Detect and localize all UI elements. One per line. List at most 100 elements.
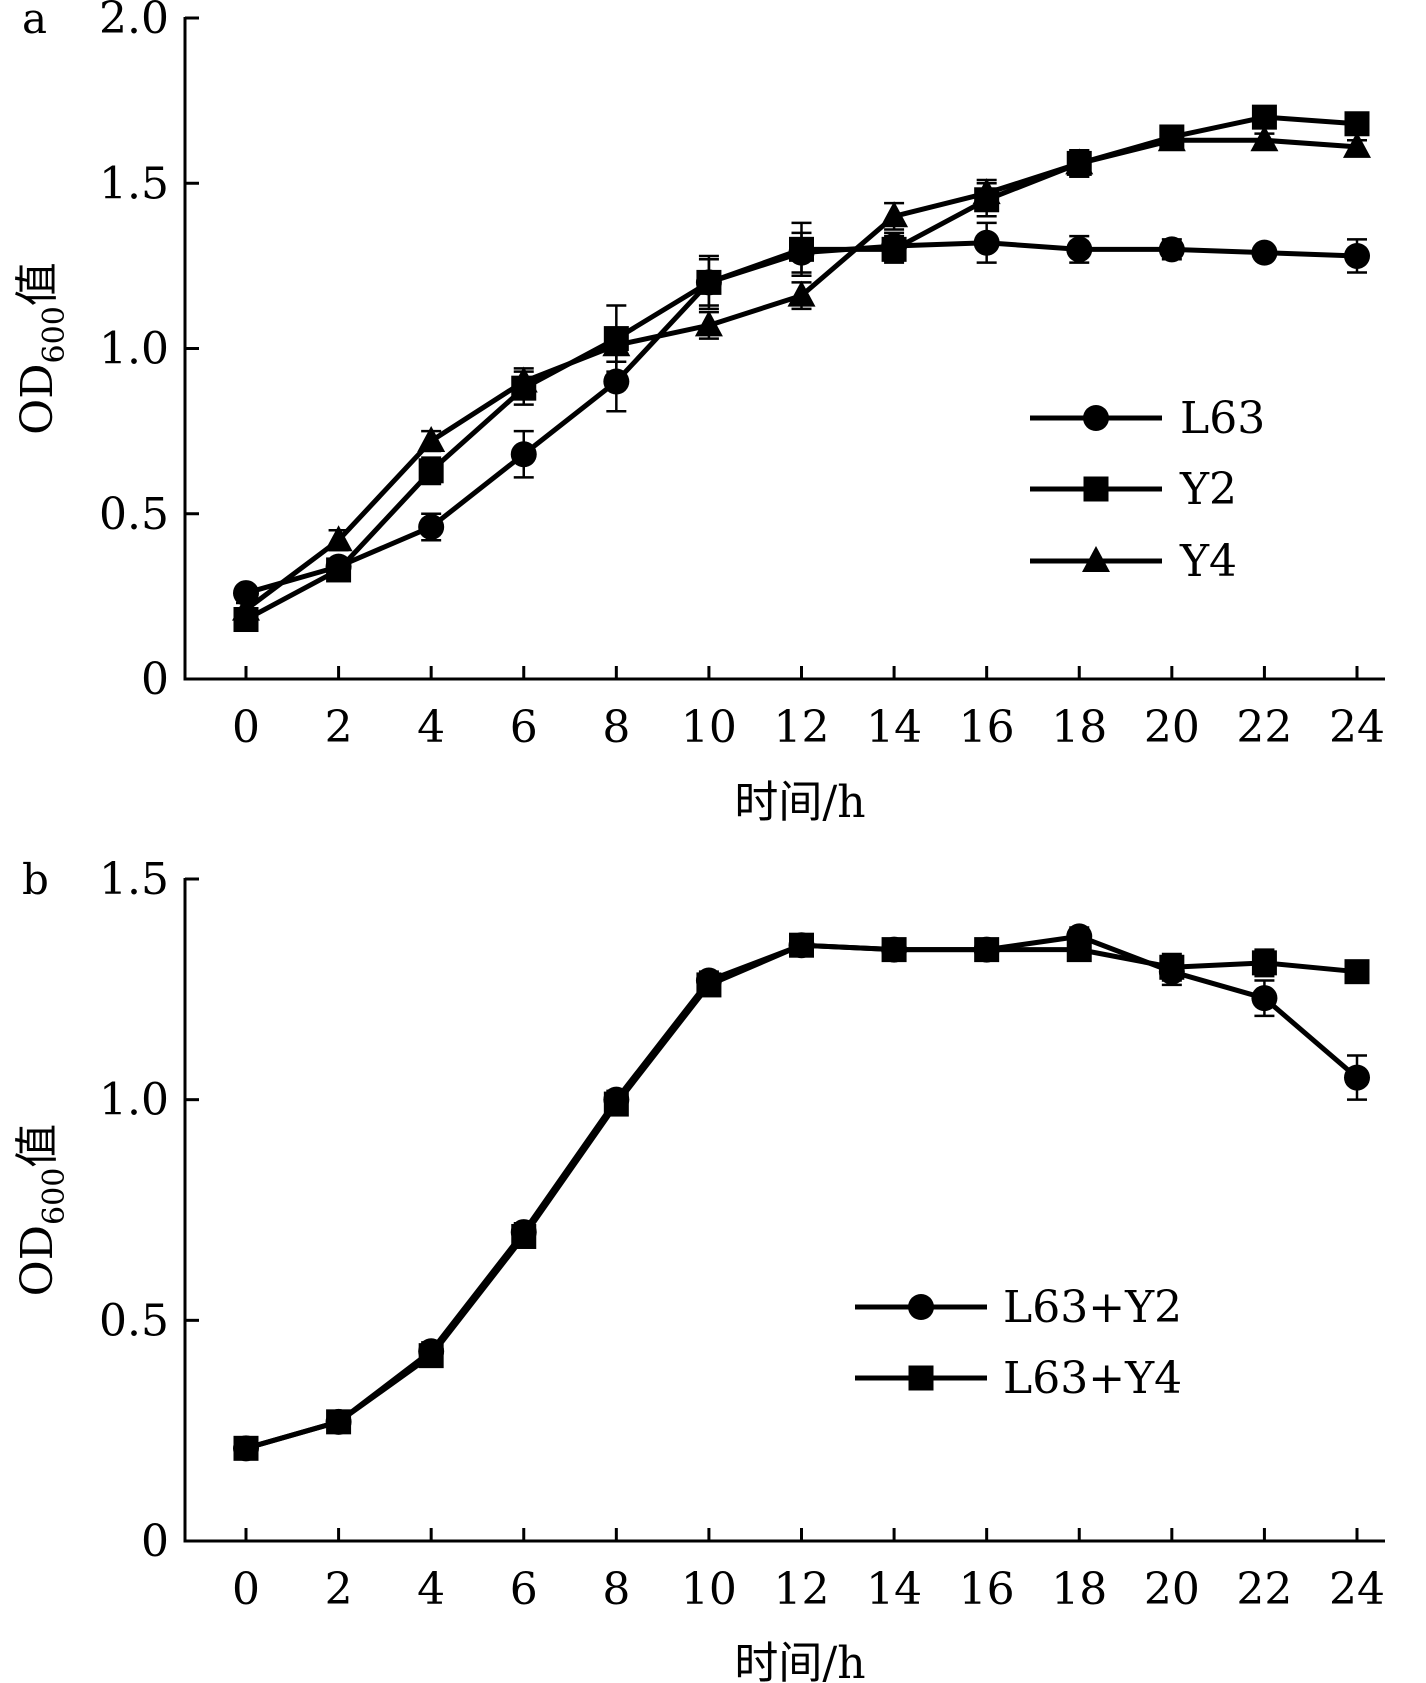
data-point [1066,937,1092,963]
data-point [326,557,352,583]
x-tick-label: 24 [1329,702,1385,753]
x-tick-label: 18 [1051,702,1107,753]
legend-label: L63 [1180,393,1265,444]
y-axis-title: OD600值 [12,262,72,435]
data-point [1159,954,1185,980]
series-Y4 [232,125,1371,621]
data-point [418,1343,444,1369]
data-point [696,269,722,295]
y-axis-title: OD600值 [12,1124,72,1297]
data-point [603,368,630,395]
data-point [1065,148,1094,175]
legend-label: Y2 [1179,464,1237,515]
x-tick-label: 20 [1144,702,1200,753]
data-point [881,236,907,262]
legend-entry: L63+Y4 [855,1353,1182,1404]
data-point [418,513,445,540]
data-point [694,310,723,337]
y-tick-label: 1.5 [99,854,169,905]
data-point [974,937,1000,963]
data-point [1251,985,1278,1012]
data-point [1344,959,1370,985]
y-axis-title-subscript: 600 [37,1168,72,1225]
data-point [603,1091,629,1117]
y-tick-label: 0 [141,654,169,705]
x-tick-label: 4 [417,702,445,753]
data-point [789,236,814,262]
x-axis-title: 时间/h [734,777,865,828]
y-axis-title-subscript: 600 [37,306,72,363]
data-point [232,594,260,621]
x-tick-label: 14 [866,1564,922,1615]
data-point [1344,242,1370,269]
data-point [233,580,259,607]
data-point [787,280,816,307]
data-point [326,1409,352,1435]
x-tick-label: 6 [510,1564,538,1615]
y-axis-title-main: OD [12,363,63,434]
data-point [973,229,1000,256]
y-tick-label: 1.0 [99,1075,169,1126]
data-point [417,426,446,453]
legend-entry: L63+Y2 [855,1282,1182,1333]
x-tick-label: 10 [681,702,737,753]
x-tick-label: 24 [1329,1564,1385,1615]
y-axis-title-suffix: 值 [12,262,63,306]
x-tick-label: 8 [602,1564,630,1615]
panel-letter: a [22,0,47,43]
legend-marker [1083,405,1109,431]
y-tick-label: 2.0 [99,0,169,44]
y-tick-label: 1.0 [99,324,169,375]
y-tick-label: 1.5 [99,158,169,209]
data-point [1066,236,1093,263]
legend-marker [908,1365,934,1391]
x-tick-label: 22 [1236,702,1292,753]
data-point [1344,1064,1370,1091]
data-point [881,937,907,963]
y-tick-label: 0.5 [99,489,169,540]
data-point [1343,131,1371,158]
legend-marker [1082,546,1110,572]
data-point [511,1223,537,1249]
x-tick-label: 12 [774,1564,830,1615]
x-tick-label: 2 [325,1564,353,1615]
legend-label: Y4 [1179,536,1237,587]
x-tick-label: 8 [602,702,630,753]
data-point [1251,239,1278,266]
legend-entry: Y2 [1030,464,1237,515]
panel-letter: b [22,855,49,904]
x-tick-label: 14 [866,702,922,753]
legend-marker [908,1294,934,1320]
x-tick-label: 22 [1236,1564,1292,1615]
data-point [418,458,444,484]
series-L63+Y4 [233,932,1370,1461]
data-point [880,201,909,228]
data-point [1157,125,1186,152]
x-tick-label: 16 [959,702,1015,753]
y-axis-title-suffix: 值 [12,1124,63,1168]
x-tick-label: 6 [510,702,538,753]
y-tick-label: 0.5 [99,1295,169,1346]
series-line [245,942,1358,1451]
data-point [1250,125,1279,152]
data-point [233,1435,259,1461]
x-tick-label: 12 [774,702,830,753]
data-point [1251,950,1277,976]
data-point [510,441,537,468]
series-L63+Y2 [233,923,1370,1462]
x-tick-label: 2 [325,702,353,753]
data-point [324,525,353,552]
x-tick-label: 0 [232,1564,260,1615]
data-point [972,178,1001,205]
legend-marker [1083,476,1109,502]
x-tick-label: 16 [959,1564,1015,1615]
legend-label: L63+Y2 [1003,1282,1182,1333]
x-tick-label: 0 [232,702,260,753]
y-axis-title-main: OD [12,1225,63,1296]
x-tick-label: 10 [681,1564,737,1615]
x-axis-title: 时间/h [734,1638,865,1683]
x-tick-label: 4 [417,1564,445,1615]
legend-label: L63+Y4 [1003,1353,1182,1404]
data-point [696,972,722,998]
